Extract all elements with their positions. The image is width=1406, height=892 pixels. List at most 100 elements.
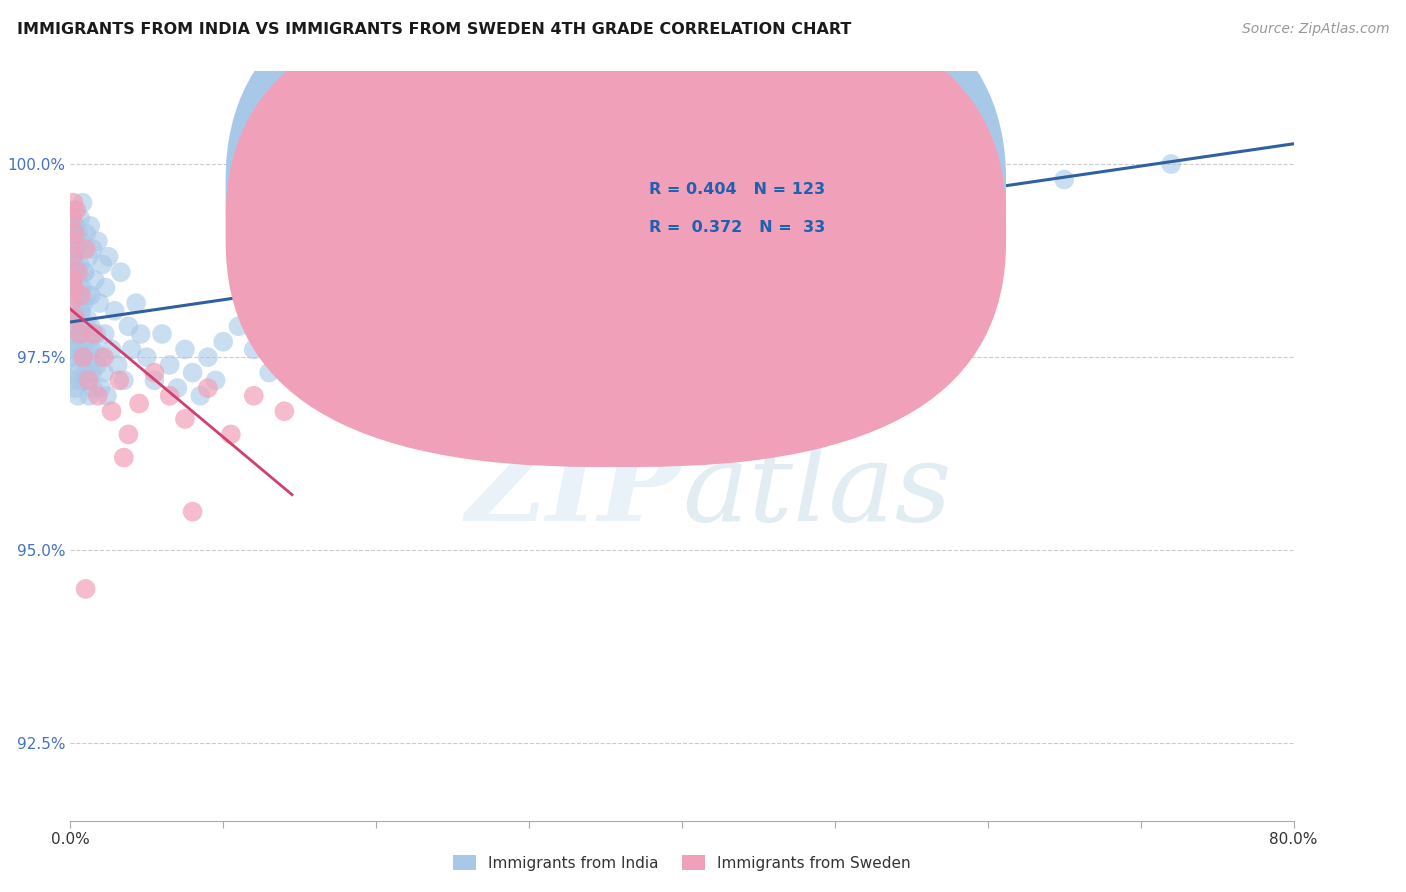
Point [65, 219, 87, 233]
Point [75, 373, 97, 387]
Point [159, 358, 181, 372]
Point [110, 265, 132, 279]
Point [219, 427, 242, 442]
Point [228, 319, 250, 334]
Point [129, 326, 152, 341]
Text: R =  0.372   N =  33: R = 0.372 N = 33 [650, 219, 825, 235]
Point [159, 389, 181, 403]
Point [72, 350, 94, 364]
Point [86, 358, 108, 372]
Point [60, 235, 83, 249]
Point [67, 280, 90, 294]
Point [72, 195, 94, 210]
Point [121, 343, 143, 357]
Point [319, 311, 342, 326]
Point [80, 288, 103, 302]
Point [702, 188, 724, 202]
Point [70, 326, 93, 341]
Point [60, 273, 83, 287]
Point [97, 250, 120, 264]
Point [82, 242, 104, 256]
Point [288, 311, 311, 326]
Point [89, 296, 111, 310]
Point [273, 326, 295, 341]
Point [77, 334, 100, 349]
Point [747, 180, 769, 194]
Point [62, 280, 84, 294]
Point [60, 303, 83, 318]
Text: R = 0.404   N = 123: R = 0.404 N = 123 [650, 182, 825, 197]
Point [63, 257, 86, 271]
Point [125, 296, 148, 310]
Point [104, 303, 127, 318]
FancyBboxPatch shape [225, 0, 1007, 430]
Point [60, 296, 83, 310]
Point [197, 350, 219, 364]
Point [79, 319, 101, 334]
Point [60, 273, 83, 287]
Point [84, 326, 107, 341]
Point [824, 172, 846, 186]
Text: IMMIGRANTS FROM INDIA VS IMMIGRANTS FROM SWEDEN 4TH GRADE CORRELATION CHART: IMMIGRANTS FROM INDIA VS IMMIGRANTS FROM… [17, 22, 851, 37]
Point [395, 280, 418, 294]
Point [82, 366, 104, 380]
Point [69, 211, 91, 226]
Point [79, 219, 101, 233]
Point [69, 373, 91, 387]
Point [69, 257, 91, 271]
Point [135, 350, 157, 364]
Point [75, 366, 97, 380]
Point [60, 227, 83, 241]
Point [80, 343, 103, 357]
Point [117, 319, 139, 334]
Point [87, 389, 110, 403]
FancyBboxPatch shape [572, 165, 927, 259]
Point [65, 203, 87, 218]
Point [150, 326, 173, 341]
Point [426, 257, 449, 271]
Point [976, 165, 998, 179]
Point [93, 350, 115, 364]
Text: atlas: atlas [682, 437, 952, 545]
Point [174, 412, 197, 426]
Point [87, 235, 110, 249]
Point [77, 250, 100, 264]
Point [72, 350, 94, 364]
Legend: Immigrants from India, Immigrants from Sweden: Immigrants from India, Immigrants from S… [447, 848, 917, 877]
Point [69, 326, 91, 341]
Point [117, 427, 139, 442]
Point [70, 235, 93, 249]
Point [335, 288, 357, 302]
Point [66, 358, 89, 372]
Point [67, 288, 90, 302]
Point [70, 280, 93, 294]
Point [62, 250, 84, 264]
Point [77, 389, 100, 403]
Point [70, 350, 93, 364]
Point [69, 326, 91, 341]
Point [65, 311, 87, 326]
Point [108, 373, 131, 387]
Point [564, 211, 586, 226]
Point [76, 288, 98, 302]
Point [67, 227, 90, 241]
Point [1160, 157, 1182, 171]
Point [62, 195, 84, 210]
Point [100, 404, 122, 418]
Point [112, 450, 135, 465]
Point [112, 373, 135, 387]
Point [1053, 172, 1076, 186]
Point [63, 273, 86, 287]
Point [63, 319, 86, 334]
Point [94, 280, 117, 294]
Point [66, 265, 89, 279]
Point [197, 381, 219, 395]
Point [488, 235, 510, 249]
Point [243, 343, 266, 357]
Point [181, 366, 204, 380]
Point [65, 334, 87, 349]
Point [90, 350, 112, 364]
Point [212, 334, 235, 349]
Point [65, 242, 87, 256]
Point [73, 319, 96, 334]
